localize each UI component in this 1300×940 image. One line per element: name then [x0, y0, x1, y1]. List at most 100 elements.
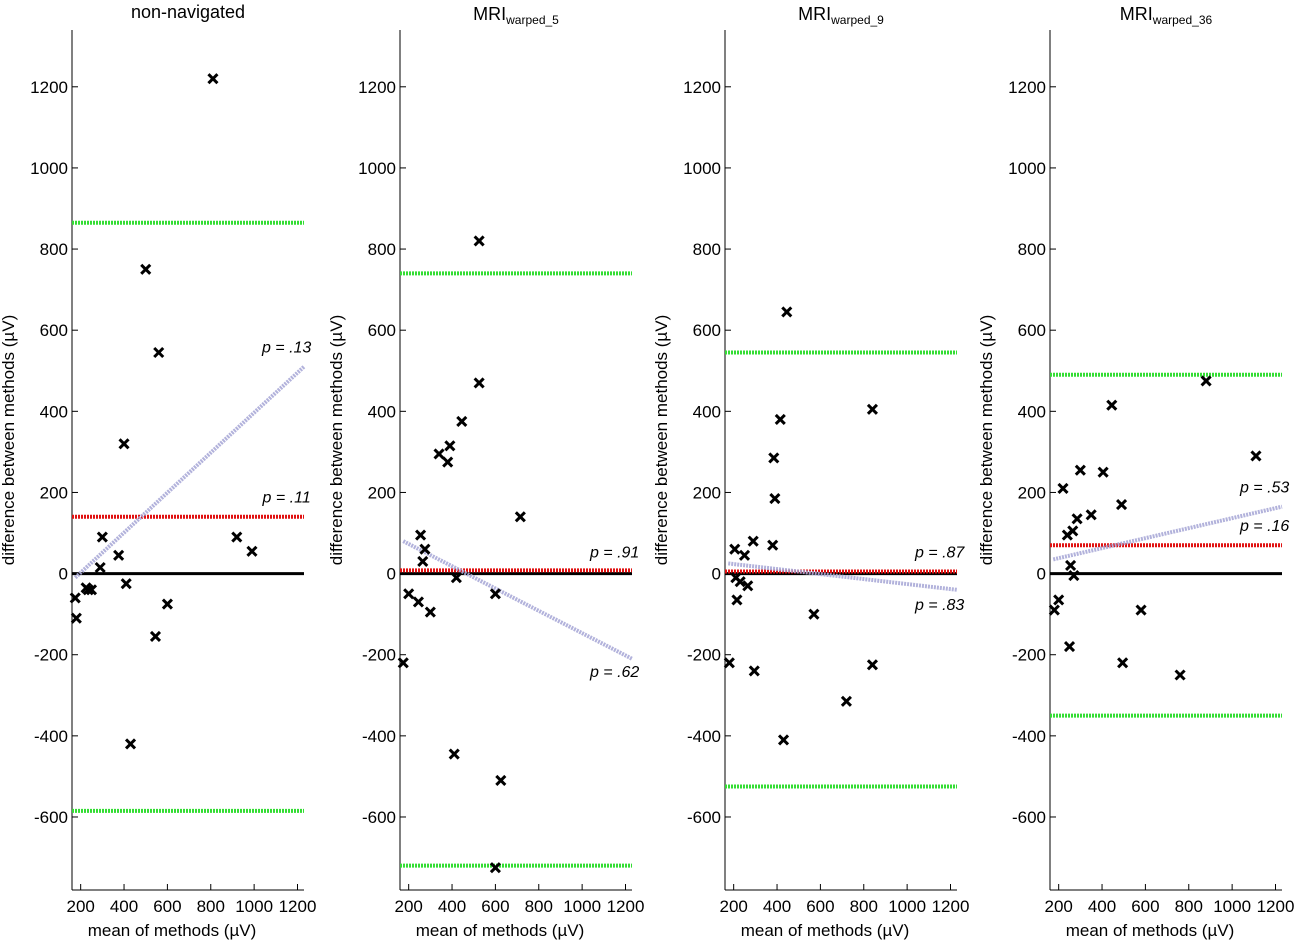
data-point-stroke [415, 529, 427, 541]
data-point [161, 598, 173, 610]
data-point [781, 306, 793, 318]
y-tick-label: 600 [368, 321, 396, 340]
y-tick-label: 1200 [30, 78, 68, 97]
p-value-label: p = .62 [589, 664, 639, 681]
y-tick-label: -400 [687, 727, 721, 746]
data-point-stroke [1057, 482, 1069, 494]
x-tick-label: 1000 [888, 897, 926, 916]
data-point-stroke [1068, 570, 1080, 582]
data-point-stroke [1085, 509, 1097, 521]
data-point-stroke [1097, 466, 1109, 478]
x-tick-label: 200 [719, 897, 747, 916]
p-value-label: p = .16 [1239, 518, 1289, 535]
x-axis-title: mean of methods (µV) [741, 921, 910, 940]
data-point [70, 612, 82, 624]
y-tick-label: -200 [687, 646, 721, 665]
data-point [1085, 509, 1097, 521]
data-point-stroke [397, 657, 409, 669]
data-point [124, 738, 137, 750]
y-tick-label: 800 [1018, 240, 1046, 259]
data-point-stroke [96, 531, 108, 543]
data-point [96, 531, 108, 543]
data-point [231, 531, 243, 543]
data-point [1115, 499, 1128, 511]
data-point [767, 539, 779, 551]
data-point-stroke [140, 263, 152, 275]
y-tick-label: -400 [362, 727, 396, 746]
data-point-stroke [1071, 513, 1083, 525]
data-point-stroke [473, 235, 485, 247]
data-point-stroke [495, 774, 507, 787]
y-tick-label: 0 [387, 565, 396, 584]
data-point-stroke [1135, 604, 1147, 616]
data-point [433, 448, 445, 460]
x-tick-label: 1200 [607, 897, 645, 916]
data-point-stroke [124, 738, 137, 750]
data-point [774, 413, 786, 425]
y-tick-label: 0 [59, 565, 68, 584]
x-axis-title: mean of methods (µV) [416, 921, 585, 940]
data-point-stroke [161, 598, 173, 610]
data-point [495, 774, 507, 787]
data-point [748, 665, 760, 677]
data-point-stroke [403, 588, 415, 600]
data-point [1048, 604, 1060, 616]
y-tick-label: -400 [1012, 727, 1046, 746]
y-tick-label: 1200 [683, 78, 721, 97]
data-point-stroke [444, 440, 456, 452]
y-tick-label: 400 [693, 402, 721, 421]
data-point [734, 576, 746, 588]
panel-title-main: MRI [1120, 4, 1153, 24]
data-point-stroke [417, 555, 429, 567]
y-tick-label: -200 [362, 646, 396, 665]
data-point [442, 456, 454, 468]
data-point [1117, 657, 1129, 669]
data-point-stroke [1200, 375, 1212, 387]
x-tick-label: 1000 [235, 897, 273, 916]
x-axis-title: mean of methods (µV) [1066, 921, 1235, 940]
data-point-stroke [1074, 464, 1086, 476]
x-tick-label: 600 [1131, 897, 1159, 916]
data-point-stroke [424, 606, 436, 618]
data-point-stroke [489, 588, 501, 600]
data-point-stroke [70, 612, 82, 624]
y-tick-label: 1200 [358, 78, 396, 97]
data-point [808, 608, 820, 620]
x-tick-label: 600 [806, 897, 834, 916]
panel-title-subscript: warped_5 [505, 13, 559, 27]
x-tick-label: 600 [153, 897, 181, 916]
data-point [747, 535, 759, 547]
y-tick-label: 600 [40, 321, 68, 340]
data-point [207, 73, 219, 85]
data-point-stroke [1250, 450, 1262, 462]
p-value-label: p = .83 [914, 597, 964, 614]
data-point-stroke [153, 346, 165, 359]
data-point [417, 555, 429, 567]
x-tick-label: 1000 [1213, 897, 1251, 916]
data-point-stroke [1048, 604, 1060, 616]
y-tick-label: 0 [712, 565, 721, 584]
data-point-stroke [85, 584, 98, 596]
y-tick-label: 800 [40, 240, 68, 259]
p-value-label: p = .87 [914, 544, 965, 561]
data-point-stroke [734, 576, 746, 588]
y-tick-label: 400 [1018, 402, 1046, 421]
data-point-stroke [231, 531, 243, 543]
y-tick-label: 200 [40, 483, 68, 502]
x-tick-label: 800 [525, 897, 553, 916]
data-point-stroke [1053, 594, 1065, 606]
data-point [777, 734, 790, 746]
data-point [742, 580, 754, 592]
data-point-stroke [412, 596, 424, 608]
data-point-stroke [246, 545, 258, 557]
data-point-stroke [448, 748, 460, 760]
data-point-stroke [82, 584, 94, 596]
data-point-stroke [1063, 641, 1076, 653]
data-point-stroke [738, 549, 751, 561]
data-point [1071, 513, 1083, 525]
data-point [723, 657, 735, 669]
x-tick-label: 1200 [932, 897, 970, 916]
p-value-label: p = .11 [262, 490, 311, 507]
data-point-stroke [866, 659, 878, 671]
data-point [424, 606, 436, 618]
